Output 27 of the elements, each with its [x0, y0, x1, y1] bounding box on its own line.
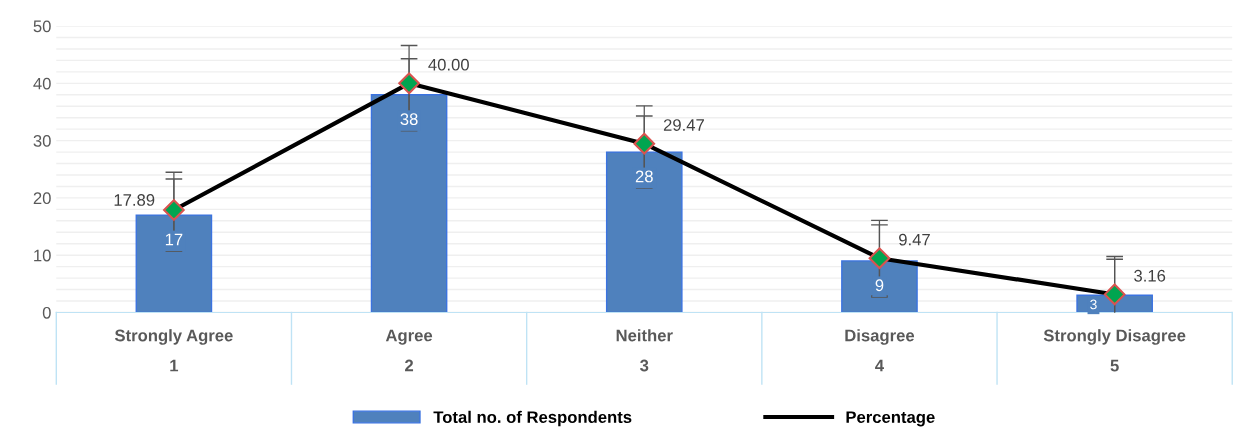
y-tick-label: 10	[34, 249, 51, 262]
bar	[370, 94, 448, 313]
x-tick-label: Strongly Agree 1	[114, 329, 233, 372]
x-tick-label: Disagree 4	[845, 329, 915, 372]
bar	[135, 214, 213, 313]
data-label: 3.16	[1134, 269, 1166, 282]
x-tick-label: Neither 3	[616, 329, 673, 372]
bar	[841, 260, 918, 313]
data-label: 28	[635, 170, 653, 183]
y-tick-label: 0	[42, 306, 51, 319]
x-tick-label: Agree 2	[385, 329, 433, 372]
data-label: 9.47	[899, 233, 930, 246]
y-tick-label: 40	[33, 77, 51, 90]
data-label: 9	[875, 279, 884, 292]
y-tick-label: 20	[33, 192, 51, 205]
data-label: 40.00	[428, 58, 469, 71]
data-label: 17	[165, 233, 183, 246]
legend-label: Total no. of Respondents	[433, 410, 632, 427]
data-label: 29.47	[663, 119, 704, 131]
legend-label: Percentage	[846, 411, 935, 427]
data-label: 17.89	[114, 194, 155, 206]
bar	[605, 151, 683, 313]
data-label: 38	[400, 113, 418, 126]
data-label: 3	[1090, 299, 1097, 310]
y-tick-label: 30	[33, 135, 51, 147]
x-tick-label: Strongly Disagree 5	[1043, 329, 1186, 372]
y-tick-label: 50	[33, 20, 51, 33]
